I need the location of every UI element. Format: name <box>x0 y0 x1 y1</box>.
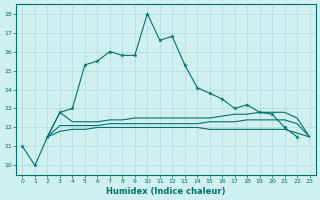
X-axis label: Humidex (Indice chaleur): Humidex (Indice chaleur) <box>106 187 226 196</box>
